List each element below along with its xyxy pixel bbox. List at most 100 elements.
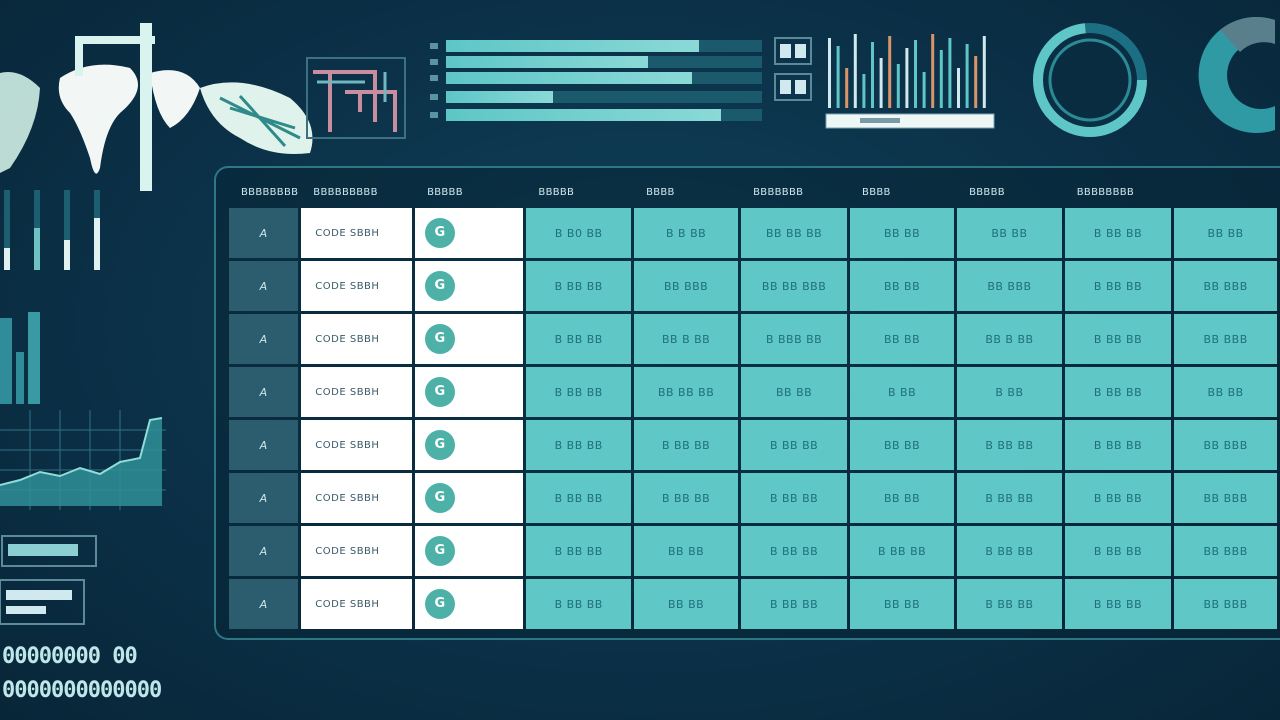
row-index-cell: A xyxy=(229,526,299,576)
column-bar xyxy=(931,34,935,108)
value-cell: BB BBB xyxy=(957,261,1062,311)
row-name-cell: CODE SBBH xyxy=(301,526,413,576)
value-cell: B BB BB xyxy=(850,526,955,576)
table-row[interactable]: A CODE SBBH G B B0 BB B B BB BB BB BB BB BB BB … xyxy=(229,208,1277,258)
table-row[interactable]: A CODE SBBH G B BB BB BB BB B BB BB BB BB B BB … xyxy=(229,579,1277,629)
row-status-cell: G xyxy=(415,473,524,523)
column-header[interactable]: BBBB xyxy=(862,186,891,198)
table-row[interactable]: A CODE SBBH G B BB BB BB B BB B BBB BB BB BB BB… xyxy=(229,314,1277,364)
left-glyph-row: 0000000000000 xyxy=(2,678,162,703)
value-cell: BB BB xyxy=(957,208,1062,258)
status-badge-icon[interactable]: G xyxy=(425,536,456,566)
column-header[interactable]: BBBBBBBBB xyxy=(313,186,378,198)
value-cell: BB BBB xyxy=(1174,473,1277,523)
row-status-cell: G xyxy=(415,526,524,576)
column-bar xyxy=(862,74,866,108)
value-cell: B BB BB xyxy=(1064,367,1172,417)
value-cell: B BB BB xyxy=(957,420,1062,470)
status-badge-icon[interactable]: G xyxy=(425,430,456,460)
value-cell: B BB BB xyxy=(1064,420,1172,470)
table-header-row: BBBBBBBB BBBBBBBBB BBBBB BBBBB BBBB BBBB… xyxy=(229,179,1277,205)
value-cell: B BB BB xyxy=(1064,579,1172,629)
value-cell: BB BBB xyxy=(1174,420,1277,470)
value-cell: B BBB BB xyxy=(741,314,848,364)
value-cell: BB BB xyxy=(850,261,955,311)
column-header[interactable]: BBBBB xyxy=(969,186,1005,198)
value-cell: B BB BB xyxy=(741,579,848,629)
row-name-cell: CODE SBBH xyxy=(301,473,413,523)
world-map-graphic xyxy=(0,23,313,191)
column-header[interactable]: BBBB xyxy=(646,186,675,198)
row-status-cell: G xyxy=(415,367,524,417)
column-bar xyxy=(888,36,892,108)
value-cell: BB BB xyxy=(741,367,848,417)
progress-bar xyxy=(430,56,762,68)
value-cell: BB B BB xyxy=(634,314,739,364)
value-cell: B BB BB xyxy=(1064,208,1172,258)
status-badge-icon[interactable]: G xyxy=(425,324,456,354)
row-name-cell: CODE SBBH xyxy=(301,420,413,470)
value-cell: BB B BB xyxy=(957,314,1062,364)
status-badge-icon[interactable]: G xyxy=(425,483,456,513)
row-name-cell: CODE SBBH xyxy=(301,367,413,417)
progress-bar-fill xyxy=(446,109,721,121)
value-cell: B B BB xyxy=(634,208,739,258)
value-cell: B BB BB xyxy=(1064,526,1172,576)
column-bar xyxy=(836,46,840,108)
row-name-cell: CODE SBBH xyxy=(301,261,413,311)
row-index-cell: A xyxy=(229,367,299,417)
table-row[interactable]: A CODE SBBH G B BB BB B BB BB B BB BB BB BB B B… xyxy=(229,420,1277,470)
value-cell: BB BB xyxy=(850,208,955,258)
value-cell: B BB BB xyxy=(957,526,1062,576)
column-bar xyxy=(948,38,952,108)
table-row[interactable]: A CODE SBBH G B BB BB BB BB B BB BB B BB BB B B… xyxy=(229,526,1277,576)
row-status-cell: G xyxy=(415,208,524,258)
value-cell: B BB BB xyxy=(741,420,848,470)
value-cell: BB BBB xyxy=(1174,526,1277,576)
row-name-cell: CODE SBBH xyxy=(301,579,413,629)
progress-bar-fill xyxy=(446,91,554,103)
value-cell: B BB BB xyxy=(741,526,848,576)
value-cell: BB BBB xyxy=(1174,314,1277,364)
table-body: A CODE SBBH G B B0 BB B B BB BB BB BB BB BB BB … xyxy=(229,208,1277,629)
left-mini-panels xyxy=(0,535,97,625)
status-badge-icon[interactable]: G xyxy=(425,218,456,248)
progress-bar xyxy=(430,72,762,84)
value-cell: B BB BB xyxy=(957,579,1062,629)
table-row[interactable]: A CODE SBBH G B BB BB BB BBB BB BB BBB BB BB BB… xyxy=(229,261,1277,311)
column-bar xyxy=(974,56,978,108)
row-status-cell: G xyxy=(415,420,524,470)
left-glyph-row: 00000000 00 xyxy=(2,644,138,669)
value-cell: B BB BB xyxy=(634,473,739,523)
column-header[interactable]: BBBBBBBB xyxy=(1076,186,1135,198)
column-header[interactable]: BBBBBBB xyxy=(753,186,804,198)
table-row[interactable]: A CODE SBBH G B BB BB B BB BB B BB BB BB BB B B… xyxy=(229,473,1277,523)
column-header[interactable]: BBBBBBBB xyxy=(241,186,299,198)
column-header[interactable]: BBBBB xyxy=(427,186,463,198)
data-table: BBBBBBBB BBBBBBBBB BBBBB BBBBB BBBB BBBB… xyxy=(226,176,1280,632)
column-bar xyxy=(853,34,857,108)
progress-bar-fill xyxy=(446,40,699,52)
column-chart-graphic xyxy=(825,34,995,129)
progress-bar xyxy=(430,91,762,103)
column-bar xyxy=(939,50,943,108)
value-cell: B BB BB xyxy=(634,420,739,470)
value-cell: BB BB BB xyxy=(741,208,848,258)
status-badge-icon[interactable]: G xyxy=(425,377,456,407)
grid-icon xyxy=(774,37,812,101)
value-cell: BB BBB xyxy=(1174,261,1277,311)
table-row[interactable]: A CODE SBBH G B BB BB BB BB BB BB BB B BB B BB B… xyxy=(229,367,1277,417)
status-badge-icon[interactable]: G xyxy=(425,589,456,619)
value-cell: B BB BB xyxy=(526,314,632,364)
status-badge-icon[interactable]: G xyxy=(425,271,456,301)
value-cell: B BB BB xyxy=(526,261,632,311)
value-cell: BB BB xyxy=(1174,208,1277,258)
column-header[interactable]: BBBBB xyxy=(538,186,575,198)
area-chart-graphic xyxy=(0,410,166,510)
row-name-cell: CODE SBBH xyxy=(301,208,413,258)
value-cell: B BB xyxy=(957,367,1062,417)
value-cell: BB BB xyxy=(850,579,955,629)
row-index-cell: A xyxy=(229,261,299,311)
row-index-cell: A xyxy=(229,579,299,629)
value-cell: B BB BB xyxy=(1064,473,1172,523)
